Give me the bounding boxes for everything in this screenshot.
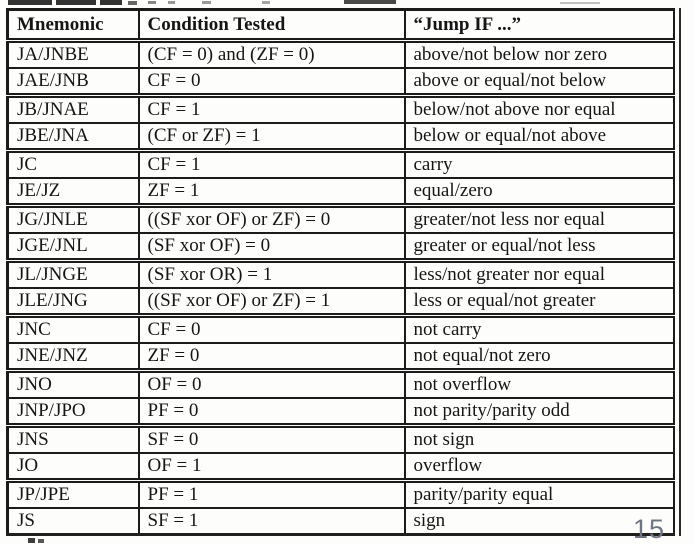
scan-artifact xyxy=(202,1,211,4)
cell-jump-if: not equal/not zero xyxy=(403,342,675,373)
cell-jump-if: not parity/parity odd xyxy=(403,397,675,428)
cell-mnemonic: JNC xyxy=(6,314,140,344)
cell-mnemonic: JC xyxy=(6,149,140,179)
cell-jump-if: parity/parity equal xyxy=(403,479,675,509)
table-row: JGE/JNL (SF xor OF) = 0 greater or equal/n… xyxy=(6,232,675,263)
cell-condition: ((SF xor OF) or ZF) = 0 xyxy=(137,204,406,234)
cell-condition: CF = 1 xyxy=(137,149,406,179)
table-row: JNP/JPO PF = 0 not parity/parity odd xyxy=(6,397,675,428)
cell-mnemonic: JNE/JNZ xyxy=(6,342,140,373)
table-row: JO OF = 1 overflow xyxy=(6,452,675,483)
cell-mnemonic: JA/JNBE xyxy=(6,39,140,69)
table-row: JE/JZ ZF = 1 equal/zero xyxy=(6,177,675,208)
cell-mnemonic: JNP/JPO xyxy=(6,397,140,428)
table-row: JNC CF = 0 not carry xyxy=(6,314,675,344)
scan-artifact xyxy=(344,0,396,4)
cell-condition: (CF or ZF) = 1 xyxy=(137,122,406,153)
table-row: JLE/JNG ((SF xor OF) or ZF) = 1 less or eq… xyxy=(6,287,675,318)
cell-jump-if: below or equal/not above xyxy=(403,122,675,153)
cell-jump-if: greater or equal/not less xyxy=(403,232,675,263)
scan-artifact xyxy=(38,539,44,543)
cell-condition: ((SF xor OF) or ZF) = 1 xyxy=(137,287,406,318)
table-row: JA/JNBE (CF = 0) and (ZF = 0) above/not be… xyxy=(6,39,675,69)
cell-condition: OF = 0 xyxy=(137,369,406,399)
table-row: JS SF = 1 sign xyxy=(6,507,675,536)
table-row: JC CF = 1 carry xyxy=(6,149,675,179)
cell-mnemonic: JG/JNLE xyxy=(6,204,140,234)
scan-artifact xyxy=(262,1,270,4)
table-row: JNS SF = 0 not sign xyxy=(6,424,675,454)
scan-artifact xyxy=(148,1,156,4)
cell-mnemonic: JGE/JNL xyxy=(6,232,140,263)
cell-condition: CF = 0 xyxy=(137,314,406,344)
table-row: JAE/JNB CF = 0 above or equal/not below xyxy=(6,67,675,98)
column-header-jump-if: “Jump IF ...” xyxy=(403,8,675,43)
cell-jump-if: not overflow xyxy=(403,369,675,399)
column-header-condition: Condition Tested xyxy=(137,8,406,43)
cell-jump-if: carry xyxy=(403,149,675,179)
cell-jump-if: above/not below nor zero xyxy=(403,39,675,69)
scan-artifact xyxy=(560,2,600,4)
cell-condition: CF = 1 xyxy=(137,94,406,124)
table-row: JG/JNLE ((SF xor OF) or ZF) = 0 greater/no… xyxy=(6,204,675,234)
table-row: JBE/JNA (CF or ZF) = 1 below or equal/not … xyxy=(6,122,675,153)
cell-jump-if: less/not greater nor equal xyxy=(403,259,675,289)
scan-artifact xyxy=(100,0,122,5)
jump-instructions-table: Mnemonic Condition Tested “Jump IF ...” … xyxy=(6,8,675,536)
scan-artifact xyxy=(56,0,96,5)
cell-mnemonic: JS xyxy=(6,507,140,536)
cell-jump-if: not carry xyxy=(403,314,675,344)
cell-condition: (CF = 0) and (ZF = 0) xyxy=(137,39,406,69)
page-number: 15 xyxy=(632,514,665,544)
cell-mnemonic: JBE/JNA xyxy=(6,122,140,153)
table-row: JP/JPE PF = 1 parity/parity equal xyxy=(6,479,675,509)
scan-artifact xyxy=(168,1,175,4)
cell-mnemonic: JL/JNGE xyxy=(6,259,140,289)
cell-condition: ZF = 0 xyxy=(137,342,406,373)
cell-mnemonic: JNS xyxy=(6,424,140,454)
cell-mnemonic: JP/JPE xyxy=(6,479,140,509)
cell-condition: (SF xor OF) = 0 xyxy=(137,232,406,263)
cell-jump-if: greater/not less nor equal xyxy=(403,204,675,234)
scan-artifact xyxy=(128,1,137,5)
cell-condition: PF = 1 xyxy=(137,479,406,509)
cell-mnemonic: JE/JZ xyxy=(6,177,140,208)
scanned-table-region: Mnemonic Condition Tested “Jump IF ...” … xyxy=(6,8,681,536)
cell-condition: PF = 0 xyxy=(137,397,406,428)
cell-jump-if: equal/zero xyxy=(403,177,675,208)
cell-condition: CF = 0 xyxy=(137,67,406,98)
table-row: JL/JNGE (SF xor OR) = 1 less/not greater n… xyxy=(6,259,675,289)
scan-artifact xyxy=(8,0,52,5)
cell-jump-if: above or equal/not below xyxy=(403,67,675,98)
cell-mnemonic: JO xyxy=(6,452,140,483)
cell-condition: SF = 0 xyxy=(137,424,406,454)
cell-mnemonic: JAE/JNB xyxy=(6,67,140,98)
cell-jump-if: below/not above nor equal xyxy=(403,94,675,124)
cell-mnemonic: JLE/JNG xyxy=(6,287,140,318)
cell-condition: OF = 1 xyxy=(137,452,406,483)
cell-condition: ZF = 1 xyxy=(137,177,406,208)
cell-condition: (SF xor OR) = 1 xyxy=(137,259,406,289)
cell-jump-if: not sign xyxy=(403,424,675,454)
cell-jump-if: less or equal/not greater xyxy=(403,287,675,318)
cell-jump-if: sign xyxy=(403,507,675,536)
cell-condition: SF = 1 xyxy=(137,507,406,536)
scan-artifact xyxy=(28,538,35,543)
table-row: JNO OF = 0 not overflow xyxy=(6,369,675,399)
header-row: Mnemonic Condition Tested “Jump IF ...” xyxy=(6,8,675,43)
column-header-mnemonic: Mnemonic xyxy=(6,8,140,43)
table-row: JB/JNAE CF = 1 below/not above nor equal xyxy=(6,94,675,124)
cell-mnemonic: JB/JNAE xyxy=(6,94,140,124)
cell-mnemonic: JNO xyxy=(6,369,140,399)
cell-jump-if: overflow xyxy=(403,452,675,483)
table-row: JNE/JNZ ZF = 0 not equal/not zero xyxy=(6,342,675,373)
